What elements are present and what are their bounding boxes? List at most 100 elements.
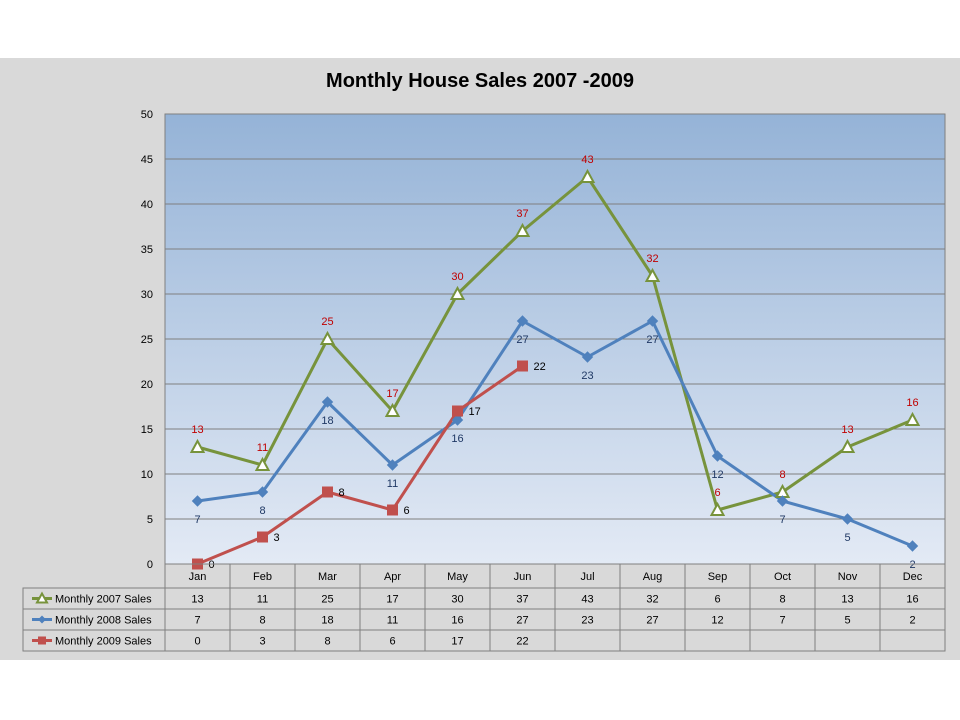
data-point bbox=[516, 315, 529, 327]
data-label: 11 bbox=[387, 478, 398, 490]
table-cell: 18 bbox=[321, 615, 333, 627]
table-cell: 6 bbox=[389, 636, 395, 648]
data-label: 8 bbox=[339, 487, 345, 499]
y-tick-label: 5 bbox=[147, 514, 153, 526]
data-label: 16 bbox=[451, 433, 463, 445]
table-cell: 43 bbox=[581, 594, 593, 606]
data-label: 32 bbox=[646, 253, 658, 265]
data-point bbox=[646, 315, 659, 327]
data-label: 8 bbox=[779, 469, 785, 481]
data-label: 6 bbox=[714, 487, 720, 499]
table-cell: 7 bbox=[194, 615, 200, 627]
data-point bbox=[841, 513, 854, 525]
y-axis: 0 5 10 15 20 25 30 35 40 45 50 bbox=[141, 109, 153, 571]
data-label: 16 bbox=[906, 397, 918, 409]
data-label: 17 bbox=[469, 406, 481, 418]
data-point bbox=[517, 360, 528, 372]
x-tick-label: Nov bbox=[838, 571, 858, 583]
data-label: 8 bbox=[259, 505, 265, 517]
data-label: 7 bbox=[779, 514, 785, 526]
series-lines bbox=[196, 175, 914, 566]
data-label: 27 bbox=[646, 334, 658, 346]
y-tick-label: 40 bbox=[141, 199, 153, 211]
x-tick-label: Aug bbox=[643, 571, 663, 583]
table-cell: 8 bbox=[259, 615, 265, 627]
data-point bbox=[191, 495, 204, 507]
x-tick-label: Jan bbox=[189, 571, 207, 583]
x-tick-label: May bbox=[447, 571, 468, 583]
legend-marker bbox=[38, 615, 46, 624]
data-point bbox=[321, 396, 334, 408]
y-tick-label: 45 bbox=[141, 154, 153, 166]
data-point bbox=[387, 504, 398, 516]
table-cell: 30 bbox=[451, 594, 463, 606]
y-tick-label: 35 bbox=[141, 244, 153, 256]
x-tick-label: Feb bbox=[253, 571, 272, 583]
data-labels: 1311251730374332681316781811162723271275… bbox=[191, 154, 918, 571]
data-label: 18 bbox=[321, 415, 333, 427]
data-label: 11 bbox=[257, 442, 268, 454]
table-cell: 27 bbox=[516, 615, 528, 627]
y-tick-label: 0 bbox=[147, 559, 153, 571]
table-cell: 37 bbox=[516, 594, 528, 606]
data-point bbox=[452, 405, 463, 417]
data-point bbox=[319, 330, 336, 345]
table-cell: 13 bbox=[191, 594, 203, 606]
table-cell: 0 bbox=[194, 636, 200, 648]
data-point bbox=[254, 456, 271, 471]
table-cell: 5 bbox=[844, 615, 850, 627]
data-label: 17 bbox=[386, 388, 398, 400]
data-point bbox=[514, 222, 531, 237]
y-tick-label: 30 bbox=[141, 289, 153, 301]
data-label: 13 bbox=[191, 424, 203, 436]
data-point bbox=[322, 486, 333, 498]
data-label: 13 bbox=[841, 424, 853, 436]
data-label: 37 bbox=[516, 208, 528, 220]
x-tick-label: Dec bbox=[903, 571, 923, 583]
data-point bbox=[256, 486, 269, 498]
x-tick-label: Jun bbox=[514, 571, 532, 583]
table-cell: 25 bbox=[321, 594, 333, 606]
series-line bbox=[197, 175, 914, 512]
data-label: 7 bbox=[194, 514, 200, 526]
data-point bbox=[711, 450, 724, 462]
table-cell: 3 bbox=[259, 636, 265, 648]
data-point bbox=[906, 540, 919, 552]
legend-label: Monthly 2008 Sales bbox=[55, 615, 152, 627]
x-tick-label: Oct bbox=[774, 571, 791, 583]
data-point bbox=[579, 168, 596, 183]
data-label: 5 bbox=[844, 532, 850, 544]
data-point bbox=[776, 495, 789, 507]
legend-label: Monthly 2009 Sales bbox=[55, 636, 152, 648]
series-markers bbox=[189, 168, 921, 570]
data-point bbox=[839, 438, 856, 453]
data-label: 23 bbox=[581, 370, 593, 382]
series-line bbox=[197, 319, 914, 548]
data-label: 3 bbox=[274, 532, 280, 544]
data-label: 25 bbox=[321, 316, 333, 328]
data-label: 2 bbox=[909, 559, 915, 571]
x-tick-label: Sep bbox=[708, 571, 728, 583]
y-tick-label: 20 bbox=[141, 379, 153, 391]
data-label: 0 bbox=[209, 559, 215, 571]
table-cell: 16 bbox=[906, 594, 918, 606]
data-point bbox=[709, 501, 726, 516]
data-label: 43 bbox=[581, 154, 593, 166]
data-label: 30 bbox=[451, 271, 463, 283]
y-tick-label: 15 bbox=[141, 424, 153, 436]
table-cell: 7 bbox=[779, 615, 785, 627]
table-cell: 11 bbox=[257, 594, 268, 606]
data-point bbox=[189, 438, 206, 453]
data-point bbox=[644, 267, 661, 282]
data-label: 27 bbox=[516, 334, 528, 346]
table-cell: 2 bbox=[909, 615, 915, 627]
table-cell: 23 bbox=[581, 615, 593, 627]
legend-label: Monthly 2007 Sales bbox=[55, 594, 152, 606]
table-cell: 27 bbox=[646, 615, 658, 627]
table-cell: 16 bbox=[451, 615, 463, 627]
data-point bbox=[581, 351, 594, 363]
table-cell: 13 bbox=[841, 594, 853, 606]
table-cell: 12 bbox=[711, 615, 723, 627]
table-cell: 32 bbox=[646, 594, 658, 606]
